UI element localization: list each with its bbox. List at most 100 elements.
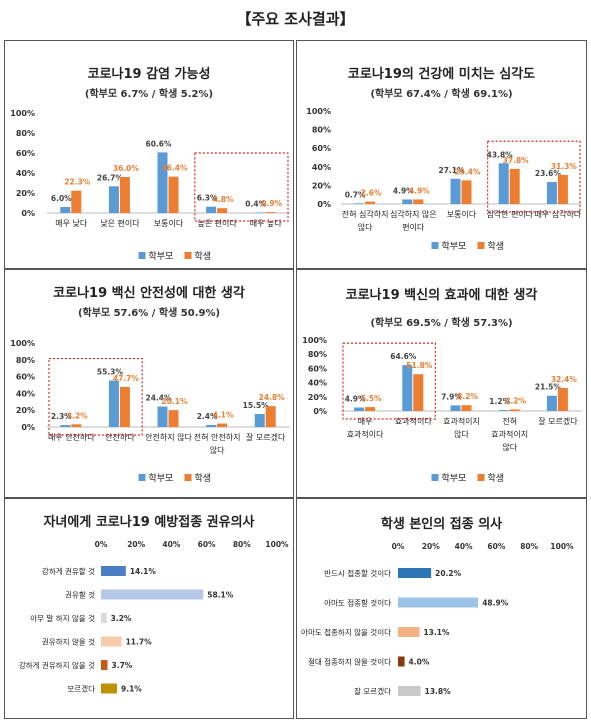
category-label: 전혀 심각하지 [342, 209, 389, 219]
legend-label-student: 학생 [488, 241, 505, 252]
bar-student [119, 386, 130, 427]
category-label: 전혀 안전하지 [194, 432, 241, 442]
y-tick-label: 100% [306, 107, 331, 116]
y-tick-label: 40% [16, 389, 35, 398]
x-tick-label: 0% [392, 542, 405, 551]
chart-panel-recommend: 자녀에게 코로나19 예방접종 권유의사 0% 20% 40% 60% 80% 100% 강… [4, 498, 294, 719]
legend-label-parent: 학부모 [149, 473, 174, 484]
bar-parent [450, 405, 461, 411]
chart-svg: 0% 20% 40% 60% 80% 100% 2.3%3.2% 매우 안전하다 55.3%47… [10, 339, 290, 484]
data-label: 24.8% [259, 393, 286, 402]
y-tick-label: 20% [312, 181, 331, 190]
category-label: 강하게 권유할 것 [42, 566, 95, 576]
category-label: 않다 [454, 430, 469, 439]
y-tick-label: 0% [21, 423, 35, 432]
y-tick-label: 40% [16, 169, 35, 178]
bar-student [413, 199, 424, 204]
y-tick-label: 60% [16, 149, 35, 158]
data-label: 6.3% [197, 194, 218, 203]
data-label: 2.6% [361, 189, 382, 198]
data-label: 3.2% [67, 411, 88, 420]
data-label: 48.9% [482, 599, 509, 608]
data-label: 64.6% [390, 352, 417, 361]
legend-label-student: 학생 [195, 251, 212, 262]
bar-parent [60, 207, 71, 213]
bar-student [71, 424, 82, 427]
chart-title: 자녀에게 코로나19 예방접종 권유의사 [43, 515, 255, 530]
bar-parent [498, 163, 509, 204]
category-label: 아마도 접종하지 않을 것이다 [301, 627, 391, 637]
bar-parent [354, 203, 365, 204]
data-label: 13.1% [423, 628, 450, 637]
data-label: 0.7% [345, 190, 366, 199]
chart-svg: 0% 20% 40% 60% 80% 100% 강하게 권유할 것 14.1% 권유할 것 58.… [19, 540, 289, 694]
bar [398, 597, 479, 608]
category-label: 아무 말 하지 않을 것 [30, 613, 95, 623]
x-tick-label: 20% [422, 542, 440, 551]
chart-subtitle: (학부모 67.4% / 학생 69.1%) [370, 89, 513, 100]
category-label: 보통이다 [447, 209, 477, 219]
category-label: 아마도 접종할 것이다 [324, 598, 391, 608]
data-label: 0.9% [261, 199, 282, 208]
data-label: 36.0% [113, 164, 140, 173]
chart-svg: 0%20%40%60%80%100%6.0%22.3%매우 낮다26.7%36.… [10, 109, 290, 262]
chart-panel-severity: 코로나19의 건강에 미치는 심각도 (학부모 67.4% / 학생 69.1%… [296, 40, 587, 269]
category-label: 효과적이지 [491, 429, 528, 439]
y-tick-label: 80% [312, 126, 331, 135]
data-label: 2.2% [505, 396, 526, 405]
data-label: 13.8% [425, 687, 452, 696]
bar-student [168, 410, 179, 427]
bar [101, 613, 107, 623]
legend-label-parent: 학부모 [442, 473, 467, 484]
x-tick-label: 40% [162, 540, 180, 549]
bar [101, 660, 108, 670]
data-label: 23.6% [535, 169, 562, 178]
bar-student [365, 407, 376, 411]
data-label: 9.1% [121, 685, 142, 694]
category-label: 않다 [210, 446, 225, 455]
data-label: 4.1% [213, 411, 234, 420]
legend-swatch-parent [138, 252, 146, 259]
category-label: 모르겠다 [67, 684, 95, 694]
data-label: 8.2% [457, 392, 478, 401]
bar-parent [498, 410, 509, 411]
y-tick-label: 40% [312, 163, 331, 172]
data-label: 20.2% [435, 569, 462, 578]
legend-label-student: 학생 [488, 473, 505, 484]
x-tick-label: 40% [455, 542, 473, 551]
bar-student [461, 180, 472, 204]
data-label: 47.7% [113, 374, 140, 383]
y-tick-label: 80% [16, 129, 35, 138]
data-label: 31.3% [551, 162, 578, 171]
bar-student [365, 201, 376, 204]
bar-student [557, 174, 568, 204]
bar-student [265, 406, 276, 427]
data-label: 4.9% [393, 186, 414, 195]
category-label: 효과적이다 [347, 429, 384, 439]
category-label: 반드시 접종할 것이다 [324, 568, 391, 578]
bar [101, 566, 126, 576]
data-label: 4.9% [409, 186, 430, 195]
data-label: 55.3% [97, 368, 124, 377]
data-label: 4.9% [345, 395, 366, 404]
category-label: 권유하지 않을 것 [42, 637, 95, 647]
data-label: 7.9% [441, 392, 462, 401]
y-tick-label: 100% [10, 109, 35, 118]
legend-swatch-student [477, 242, 485, 249]
bar-student [265, 212, 276, 213]
category-label: 매우 [358, 417, 373, 426]
category-label: 권유할 것 [65, 590, 95, 600]
x-tick-label: 100% [550, 542, 574, 551]
data-label: 43.8% [487, 150, 514, 159]
bar-student [509, 409, 520, 411]
chart-title: 코로나19 감염 가능성 [87, 67, 211, 82]
bar-parent [108, 186, 119, 213]
legend-label-parent: 학부모 [149, 251, 174, 262]
bar-parent [546, 395, 557, 411]
category-label: 심각하지 않은 [390, 209, 437, 219]
category-label: 않다 [358, 223, 373, 232]
bar-parent [402, 365, 413, 411]
category-label: 잘 모르겠다 [246, 432, 286, 442]
data-label: 36.4% [161, 164, 188, 173]
x-tick-label: 80% [233, 540, 251, 549]
